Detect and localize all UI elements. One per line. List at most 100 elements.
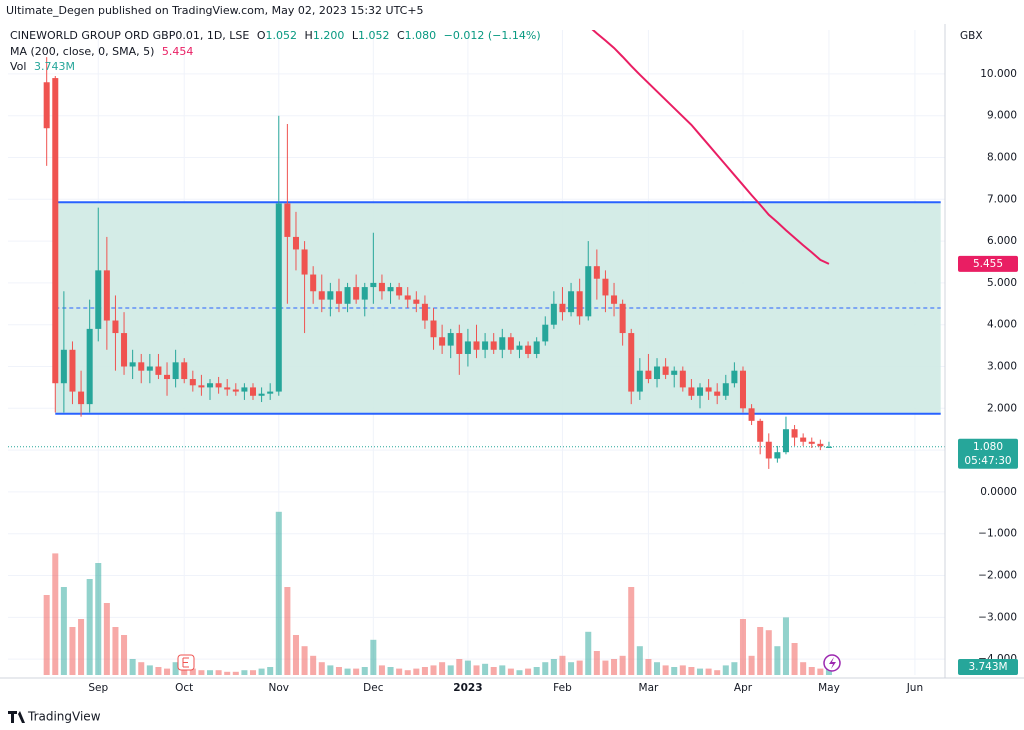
volume-bar bbox=[628, 587, 635, 675]
candle-body bbox=[671, 370, 678, 375]
x-tick-label: Jun bbox=[906, 682, 923, 694]
ohlc-value: 1.052 bbox=[358, 29, 390, 42]
candle-body bbox=[645, 370, 652, 380]
volume-bar bbox=[353, 668, 360, 675]
volume-bar bbox=[585, 631, 592, 675]
y-tick-label: 4.000 bbox=[987, 319, 1017, 331]
volume-bar bbox=[568, 662, 575, 675]
volume-bar bbox=[232, 671, 239, 675]
candle-body bbox=[86, 328, 93, 405]
event-glyph bbox=[829, 657, 836, 669]
candle-body bbox=[284, 203, 291, 237]
ma-label: 5.455 bbox=[973, 258, 1003, 270]
brand-logo bbox=[8, 711, 25, 723]
x-tick-label: Sep bbox=[88, 682, 108, 694]
candle-body bbox=[765, 441, 772, 459]
candle-body bbox=[207, 383, 214, 388]
volume-bar bbox=[722, 665, 729, 675]
volume-bar bbox=[301, 646, 308, 675]
volume-bar bbox=[619, 655, 626, 675]
volume-bar bbox=[275, 511, 282, 675]
currency: GBX bbox=[960, 30, 983, 42]
x-tick-label: Apr bbox=[734, 682, 753, 694]
candle-body bbox=[722, 383, 729, 396]
candle-body bbox=[456, 333, 463, 354]
volume-bar bbox=[636, 646, 643, 675]
volume-bar bbox=[800, 662, 807, 675]
volume-bar bbox=[550, 659, 557, 675]
candle-body bbox=[696, 387, 704, 396]
volume-bar bbox=[378, 665, 385, 675]
candle-body bbox=[757, 420, 764, 442]
volume-bar bbox=[765, 630, 772, 675]
volume-bar bbox=[439, 662, 446, 675]
volume-bar bbox=[86, 579, 93, 675]
brand: TradingView bbox=[8, 710, 101, 724]
volume-bar bbox=[782, 617, 789, 675]
candle-body bbox=[318, 291, 325, 300]
candle-body bbox=[396, 287, 403, 296]
candle-body bbox=[619, 303, 626, 334]
volume-bar bbox=[825, 669, 832, 675]
candle-body bbox=[69, 349, 76, 392]
candle-body bbox=[95, 270, 102, 329]
volume-bar bbox=[258, 668, 265, 675]
ma-label-box bbox=[958, 255, 1018, 272]
candle-body bbox=[593, 266, 600, 279]
candle-body bbox=[654, 366, 661, 380]
candle-body bbox=[301, 249, 308, 275]
symbol: CINEWORLD GROUP ORD GBP0.01, 1D, LSE bbox=[10, 29, 249, 42]
volume-bar bbox=[370, 639, 377, 675]
y-tick-label: −2.000 bbox=[978, 570, 1017, 582]
candle-body bbox=[825, 446, 832, 448]
candle-body bbox=[404, 295, 411, 300]
candle-body bbox=[189, 379, 196, 386]
x-tick-label: May bbox=[818, 682, 840, 694]
x-tick-label: Feb bbox=[553, 682, 572, 694]
candle-body bbox=[568, 291, 575, 313]
earnings-marker[interactable] bbox=[177, 654, 195, 671]
volume-bar bbox=[542, 662, 549, 675]
candle-body bbox=[473, 341, 480, 350]
candle-body bbox=[516, 345, 523, 350]
volume-bar bbox=[516, 670, 523, 675]
y-tick-label: −1.000 bbox=[978, 528, 1017, 540]
volume-bar bbox=[413, 668, 420, 675]
ohlc-value: 1.200 bbox=[313, 29, 345, 42]
ma-line bbox=[591, 30, 830, 265]
candle-body bbox=[353, 287, 360, 300]
candle-body bbox=[628, 333, 635, 392]
change: −0.012 (−1.14%) bbox=[444, 29, 541, 42]
candle-body bbox=[421, 303, 428, 321]
candle-body bbox=[172, 362, 179, 380]
candle-body bbox=[559, 303, 566, 313]
volume-bar bbox=[421, 667, 428, 675]
candle-body bbox=[808, 441, 815, 444]
candle-body bbox=[636, 370, 643, 392]
volume-bar bbox=[576, 660, 583, 675]
vol-value: 3.743M bbox=[34, 60, 75, 73]
volume-bar bbox=[404, 670, 411, 675]
volume-bar bbox=[662, 665, 669, 675]
candle-body bbox=[387, 287, 394, 292]
event-marker[interactable] bbox=[823, 654, 841, 672]
volume-bar bbox=[464, 660, 471, 675]
ohlc-label: C bbox=[397, 29, 405, 42]
candle-body bbox=[60, 349, 67, 384]
countdown: 05:47:30 bbox=[964, 455, 1011, 467]
candle-body bbox=[129, 362, 136, 367]
volume-bar bbox=[164, 668, 171, 675]
earnings-glyph bbox=[182, 657, 189, 668]
last-volume-box bbox=[958, 659, 1018, 675]
volume-bar bbox=[155, 667, 162, 675]
x-tick-label: Nov bbox=[269, 682, 290, 694]
ohlc-value: 1.052 bbox=[266, 29, 298, 42]
candle-body bbox=[439, 337, 446, 346]
volume-bar bbox=[198, 670, 205, 675]
candle-body bbox=[146, 366, 153, 371]
volume-bar bbox=[731, 662, 738, 675]
candle-body bbox=[310, 274, 317, 292]
volume-bar bbox=[525, 668, 532, 675]
candle-body bbox=[78, 391, 85, 405]
